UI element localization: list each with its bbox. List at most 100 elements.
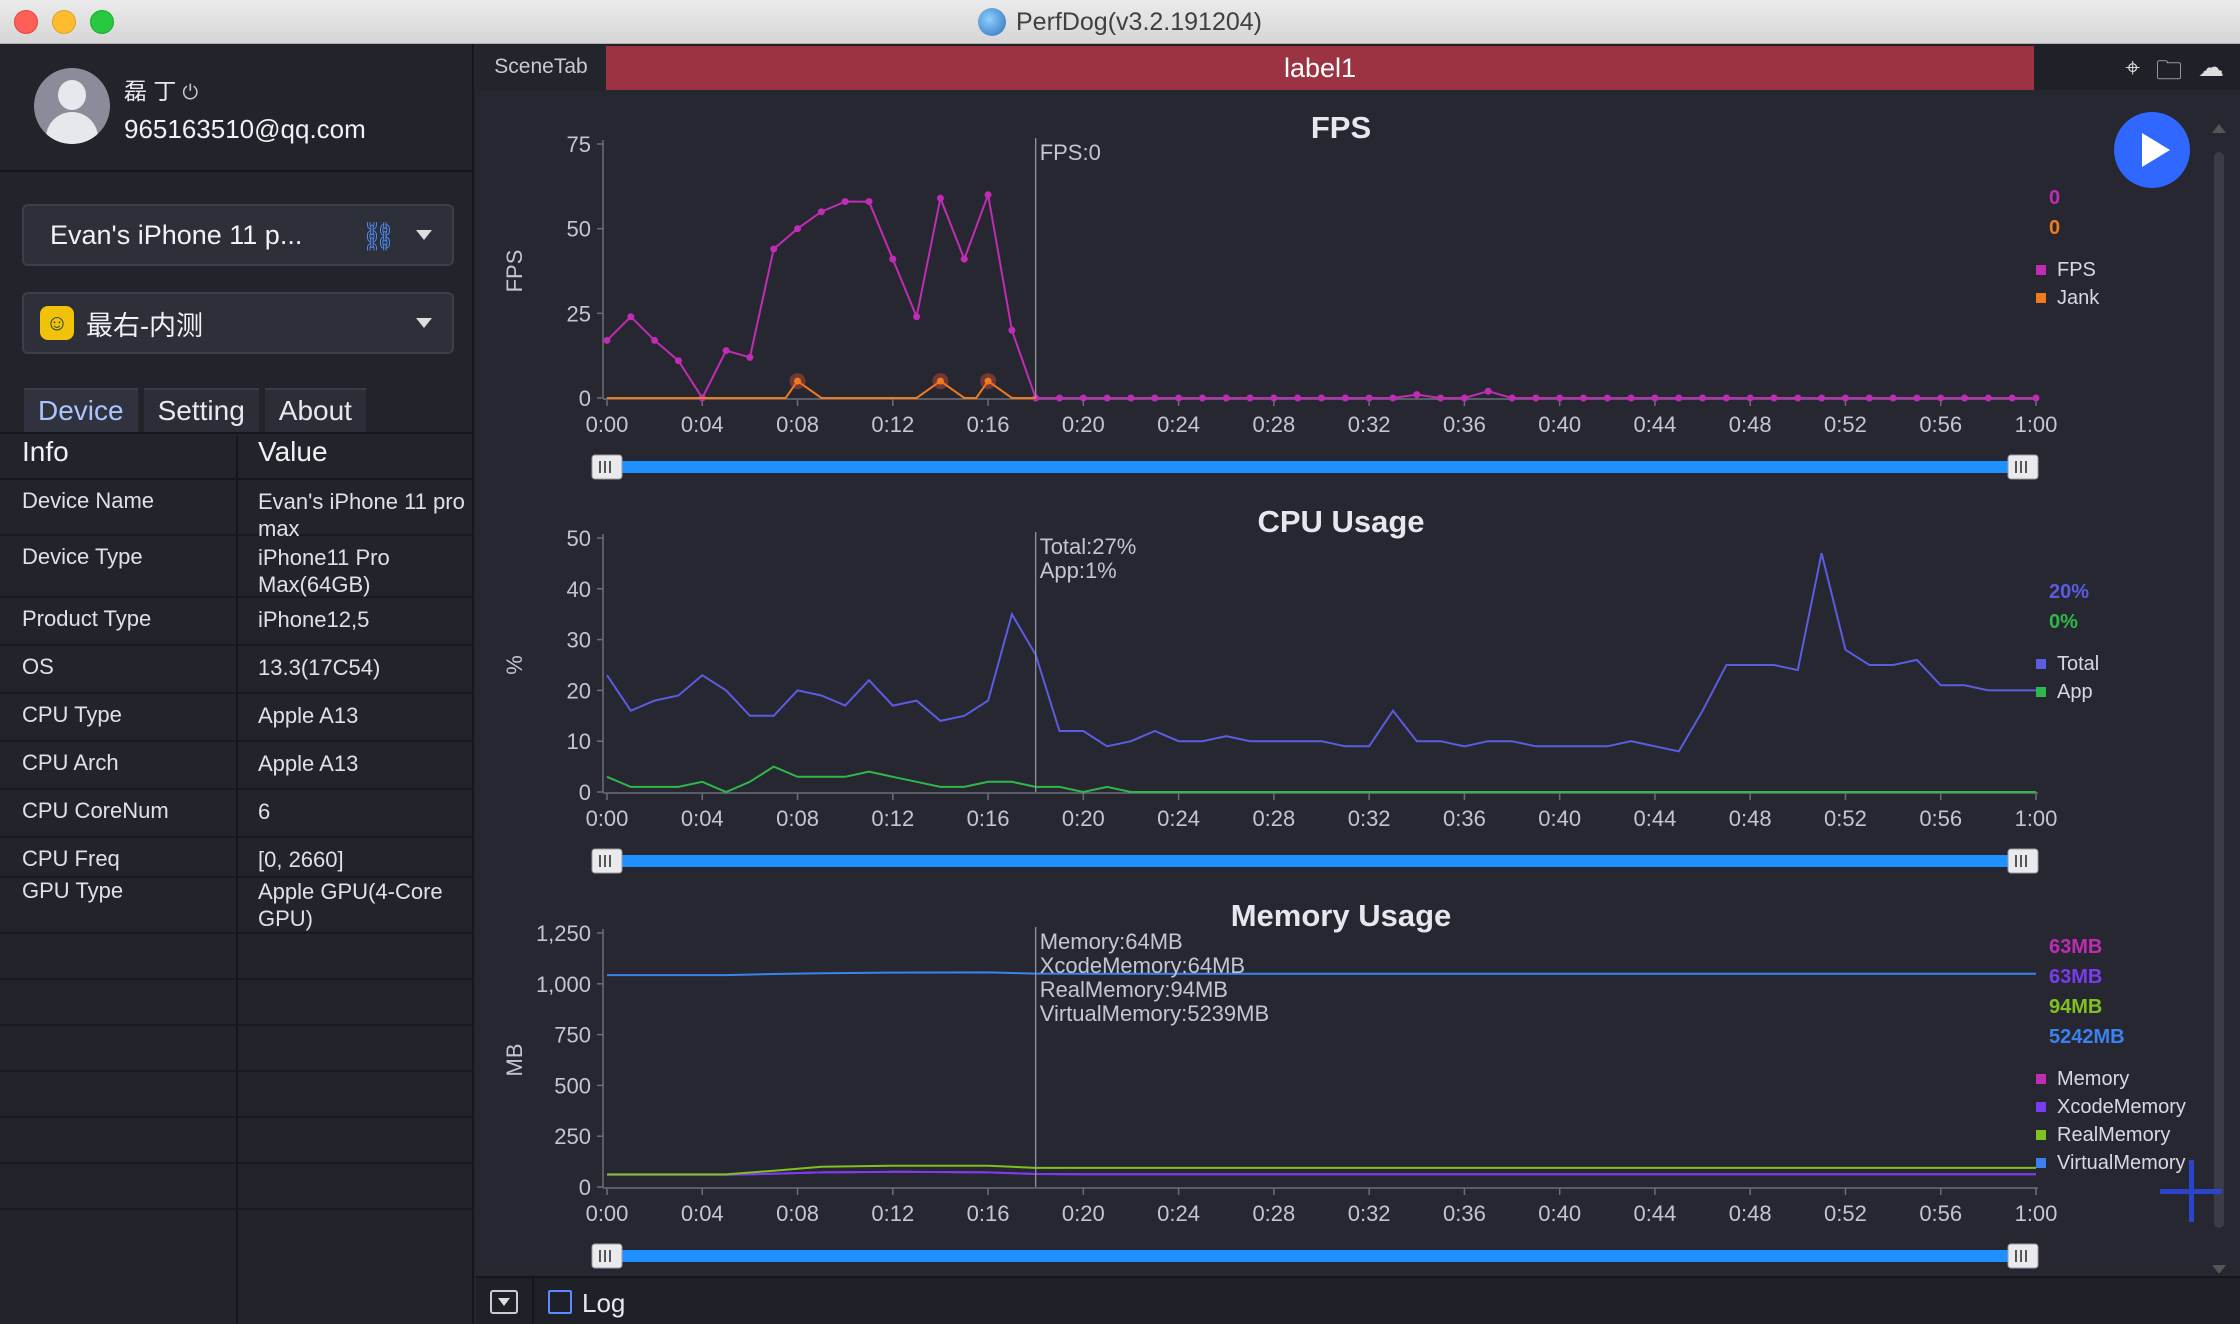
x-tick-label: 0:36 xyxy=(1443,806,1486,831)
table-row: CPU Arch Apple A13 xyxy=(0,742,474,790)
x-tick-label: 1:00 xyxy=(2015,412,2058,437)
range-slider-left-handle[interactable] xyxy=(591,848,623,874)
fps-point xyxy=(1437,394,1445,402)
fps-point xyxy=(1699,394,1707,402)
app-select[interactable]: ☺ 最右-内测 xyxy=(22,292,454,354)
log-checkbox[interactable] xyxy=(548,1290,572,1314)
scroll-up-icon[interactable] xyxy=(2212,124,2226,133)
range-slider-right-handle[interactable] xyxy=(2007,1243,2039,1269)
slider-handle-body xyxy=(2007,848,2039,874)
fps-point xyxy=(1984,394,1992,402)
slider-handle-body xyxy=(591,848,623,874)
cursor-readout: RealMemory:94MB xyxy=(1040,977,1228,1002)
info-key: CPU Type xyxy=(22,702,122,727)
x-tick-label: 0:52 xyxy=(1824,806,1867,831)
fps-point xyxy=(746,353,754,361)
fps-point xyxy=(1961,394,1969,402)
range-slider-left-handle[interactable] xyxy=(591,1243,623,1269)
y-tick-label: 50 xyxy=(567,217,591,242)
tab-device[interactable]: Device xyxy=(24,388,138,432)
x-tick-label: 0:16 xyxy=(967,412,1010,437)
divider xyxy=(532,1278,534,1324)
table-row-empty xyxy=(0,1026,474,1072)
range-slider-left-handle[interactable] xyxy=(591,454,623,480)
expand-panel-button[interactable] xyxy=(490,1290,518,1314)
x-tick-label: 0:32 xyxy=(1348,806,1391,831)
table-row: CPU Freq [0, 2660] xyxy=(0,838,474,878)
scroll-down-icon[interactable] xyxy=(2212,1265,2226,1274)
location-pin-icon[interactable]: ⌖ xyxy=(2125,52,2140,82)
y-tick-label: 20 xyxy=(567,678,591,703)
x-tick-label: 0:32 xyxy=(1348,412,1391,437)
sidebar-tabs: Device Setting About xyxy=(24,388,372,432)
fps-point xyxy=(1079,394,1087,402)
y-tick-label: 30 xyxy=(567,628,591,653)
chevron-down-icon[interactable] xyxy=(416,230,432,240)
jank-point xyxy=(936,377,944,385)
fps-point xyxy=(1675,394,1683,402)
tab-about[interactable]: About xyxy=(264,388,366,432)
fps-point xyxy=(960,255,968,263)
x-tick-label: 0:04 xyxy=(681,412,724,437)
x-tick-label: 0:04 xyxy=(681,1201,724,1226)
link-icon[interactable]: ⛓ xyxy=(360,221,396,252)
chevron-down-icon[interactable] xyxy=(416,318,432,328)
info-value: Evan's iPhone 11 pro max xyxy=(258,489,465,541)
series-line-virtualmemory xyxy=(607,971,2036,977)
info-key: Product Type xyxy=(22,606,152,631)
info-key: Device Type xyxy=(22,544,143,569)
scene-tab[interactable]: SceneTab xyxy=(476,44,606,90)
x-tick-label: 0:44 xyxy=(1634,806,1677,831)
fps-point xyxy=(1413,391,1421,399)
scene-label[interactable]: label1 xyxy=(606,46,2034,90)
cloud-icon[interactable]: ☁ xyxy=(2198,52,2224,82)
tab-setting[interactable]: Setting xyxy=(143,388,259,432)
legend-swatch xyxy=(2036,265,2046,275)
device-select[interactable]: Evan's iPhone 11 p... ⛓ xyxy=(22,204,454,266)
scrollbar-thumb[interactable] xyxy=(2214,152,2224,1228)
slider-handle-body xyxy=(2007,454,2039,480)
minimize-button[interactable] xyxy=(52,10,76,34)
legend-label: RealMemory xyxy=(2057,1124,2170,1146)
slider-handle-body xyxy=(2007,1243,2039,1269)
legend-value: 5242MB xyxy=(2049,1026,2125,1048)
fps-point xyxy=(1746,394,1754,402)
user-name-text: 磊 丁 xyxy=(124,78,177,104)
range-slider-right-handle[interactable] xyxy=(2007,848,2039,874)
x-tick-label: 0:28 xyxy=(1252,806,1295,831)
scrollbar[interactable] xyxy=(2210,124,2228,1274)
play-button[interactable] xyxy=(2114,112,2190,188)
x-tick-label: 0:12 xyxy=(871,806,914,831)
table-row: CPU CoreNum 6 xyxy=(0,790,474,838)
close-button[interactable] xyxy=(14,10,38,34)
fps-point xyxy=(1913,394,1921,402)
legend-swatch xyxy=(2036,1130,2046,1140)
fps-point xyxy=(1318,394,1325,402)
user-panel: 磊 丁 ⏻ 965163510@qq.com xyxy=(0,44,474,172)
y-tick-label: 50 xyxy=(567,526,591,551)
zoom-button[interactable] xyxy=(90,10,114,34)
add-chart-button[interactable] xyxy=(2160,1160,2222,1222)
y-axis-label: MB xyxy=(502,1044,527,1077)
title-bar: PerfDog(v3.2.191204) xyxy=(0,0,2240,44)
fps-point xyxy=(722,347,730,355)
x-tick-label: 0:32 xyxy=(1348,1201,1391,1226)
x-tick-label: 0:28 xyxy=(1252,1201,1295,1226)
fps-point xyxy=(1627,394,1635,402)
avatar[interactable] xyxy=(34,68,110,144)
fps-point xyxy=(1556,394,1564,402)
slider-handle-body xyxy=(591,454,623,480)
fps-point xyxy=(841,198,849,206)
range-slider-right-handle[interactable] xyxy=(2007,454,2039,480)
info-value: Apple A13 xyxy=(258,703,359,728)
x-tick-label: 0:16 xyxy=(967,1201,1010,1226)
folder-icon[interactable]: 🗀 xyxy=(2155,55,2182,85)
legend-label: App xyxy=(2057,681,2093,703)
fps-point xyxy=(1579,394,1587,402)
power-icon[interactable]: ⏻ xyxy=(182,82,199,104)
legend-value: 20% xyxy=(2049,581,2089,603)
series-line-realmemory xyxy=(607,1164,2036,1176)
x-tick-label: 0:52 xyxy=(1824,1201,1867,1226)
x-tick-label: 1:00 xyxy=(2015,1201,2058,1226)
series-line-app xyxy=(606,765,2036,794)
